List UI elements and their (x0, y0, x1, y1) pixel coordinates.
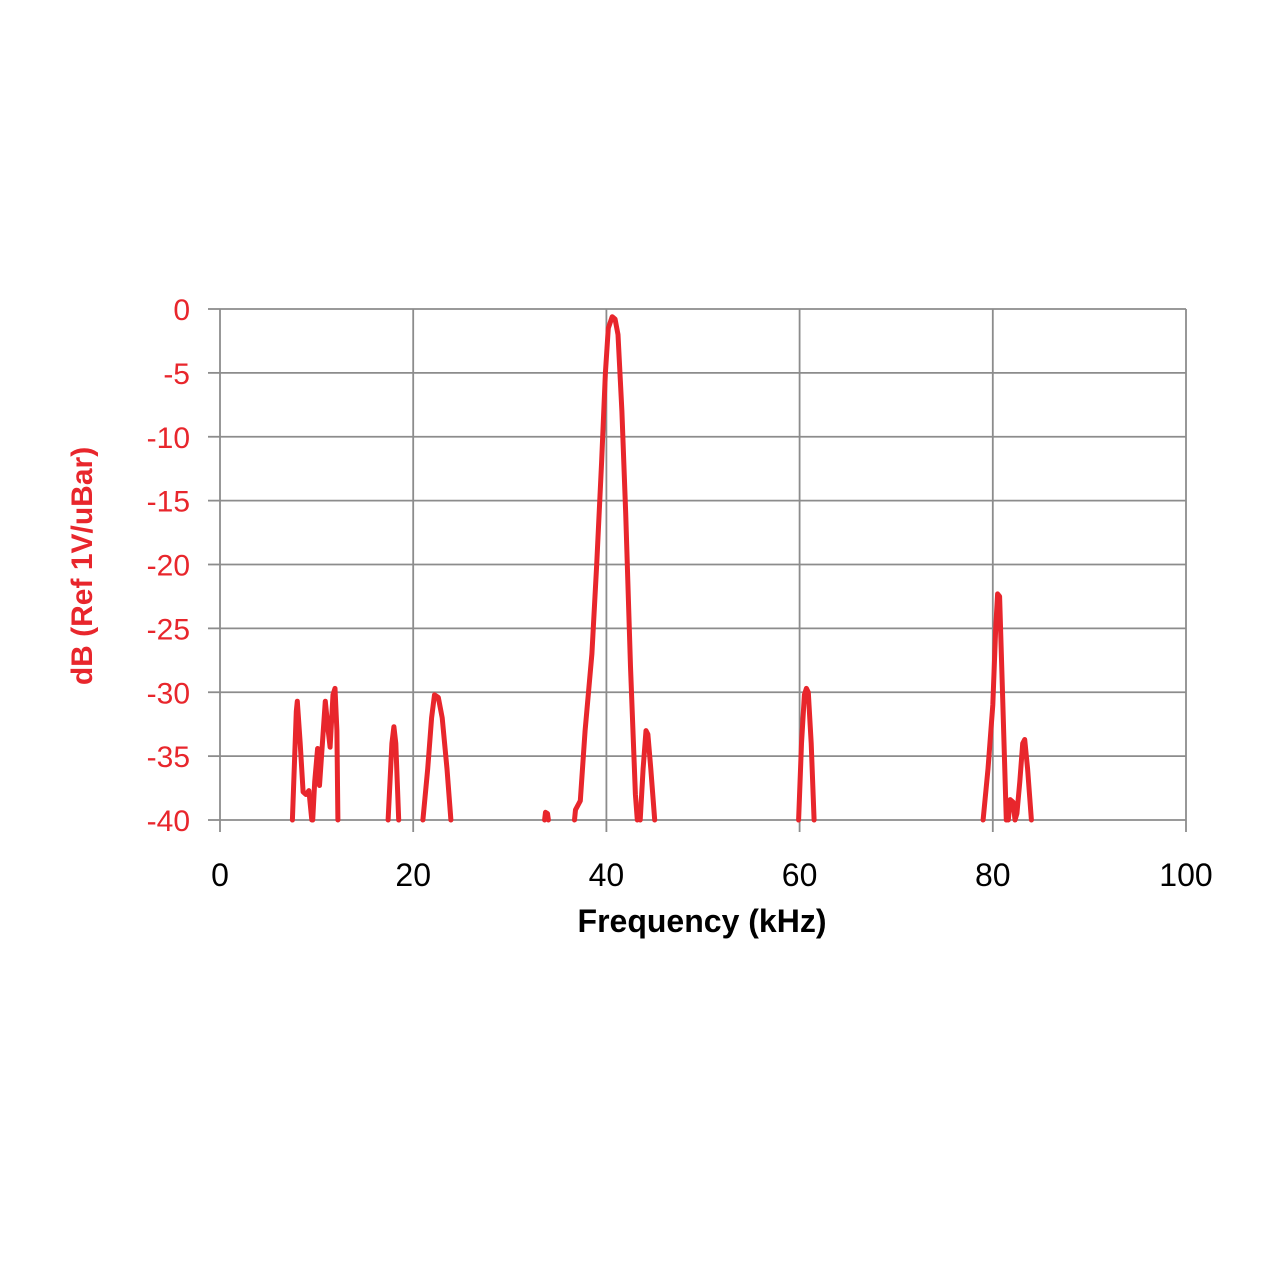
series-line-segment (980, 591, 1009, 823)
y-tick-label: -30 (147, 677, 190, 710)
series-line-segment (385, 724, 402, 823)
series-line-segment (420, 692, 454, 823)
y-axis-tick-labels: 0 -5 -10 -15 -20 -25 -30 -35 -40 (147, 294, 190, 838)
series-line-segment (1005, 737, 1034, 823)
y-tick-label: -10 (147, 422, 190, 455)
series-line-segment (310, 685, 341, 823)
x-tick-label: 80 (975, 857, 1011, 893)
y-tick-label: 0 (173, 294, 190, 327)
y-tick-label: -40 (147, 805, 190, 838)
series-line-segment (542, 809, 551, 823)
series-lines (289, 314, 1034, 823)
x-tick-label: 100 (1159, 857, 1212, 893)
x-tick-label: 40 (589, 857, 625, 893)
y-tick-label: -35 (147, 741, 190, 774)
y-tick-label: -15 (147, 486, 190, 519)
x-tick-label: 60 (782, 857, 818, 893)
series-line-segment (289, 698, 315, 823)
series-line-segment (796, 685, 817, 823)
y-tick-label: -5 (163, 358, 190, 391)
y-tick-label: -25 (147, 613, 190, 646)
y-axis-title: dB (Ref 1V/uBar) (66, 447, 99, 685)
x-tick-label: 0 (211, 857, 229, 893)
x-tick-label: 20 (395, 857, 431, 893)
y-tick-label: -20 (147, 550, 190, 583)
series-line-segment (637, 728, 658, 823)
series-line-segment (572, 314, 640, 823)
x-axis-title: Frequency (kHz) (578, 903, 827, 939)
grid-lines (208, 308, 1187, 832)
x-axis-tick-labels: 0 20 40 60 80 100 (211, 857, 1213, 893)
